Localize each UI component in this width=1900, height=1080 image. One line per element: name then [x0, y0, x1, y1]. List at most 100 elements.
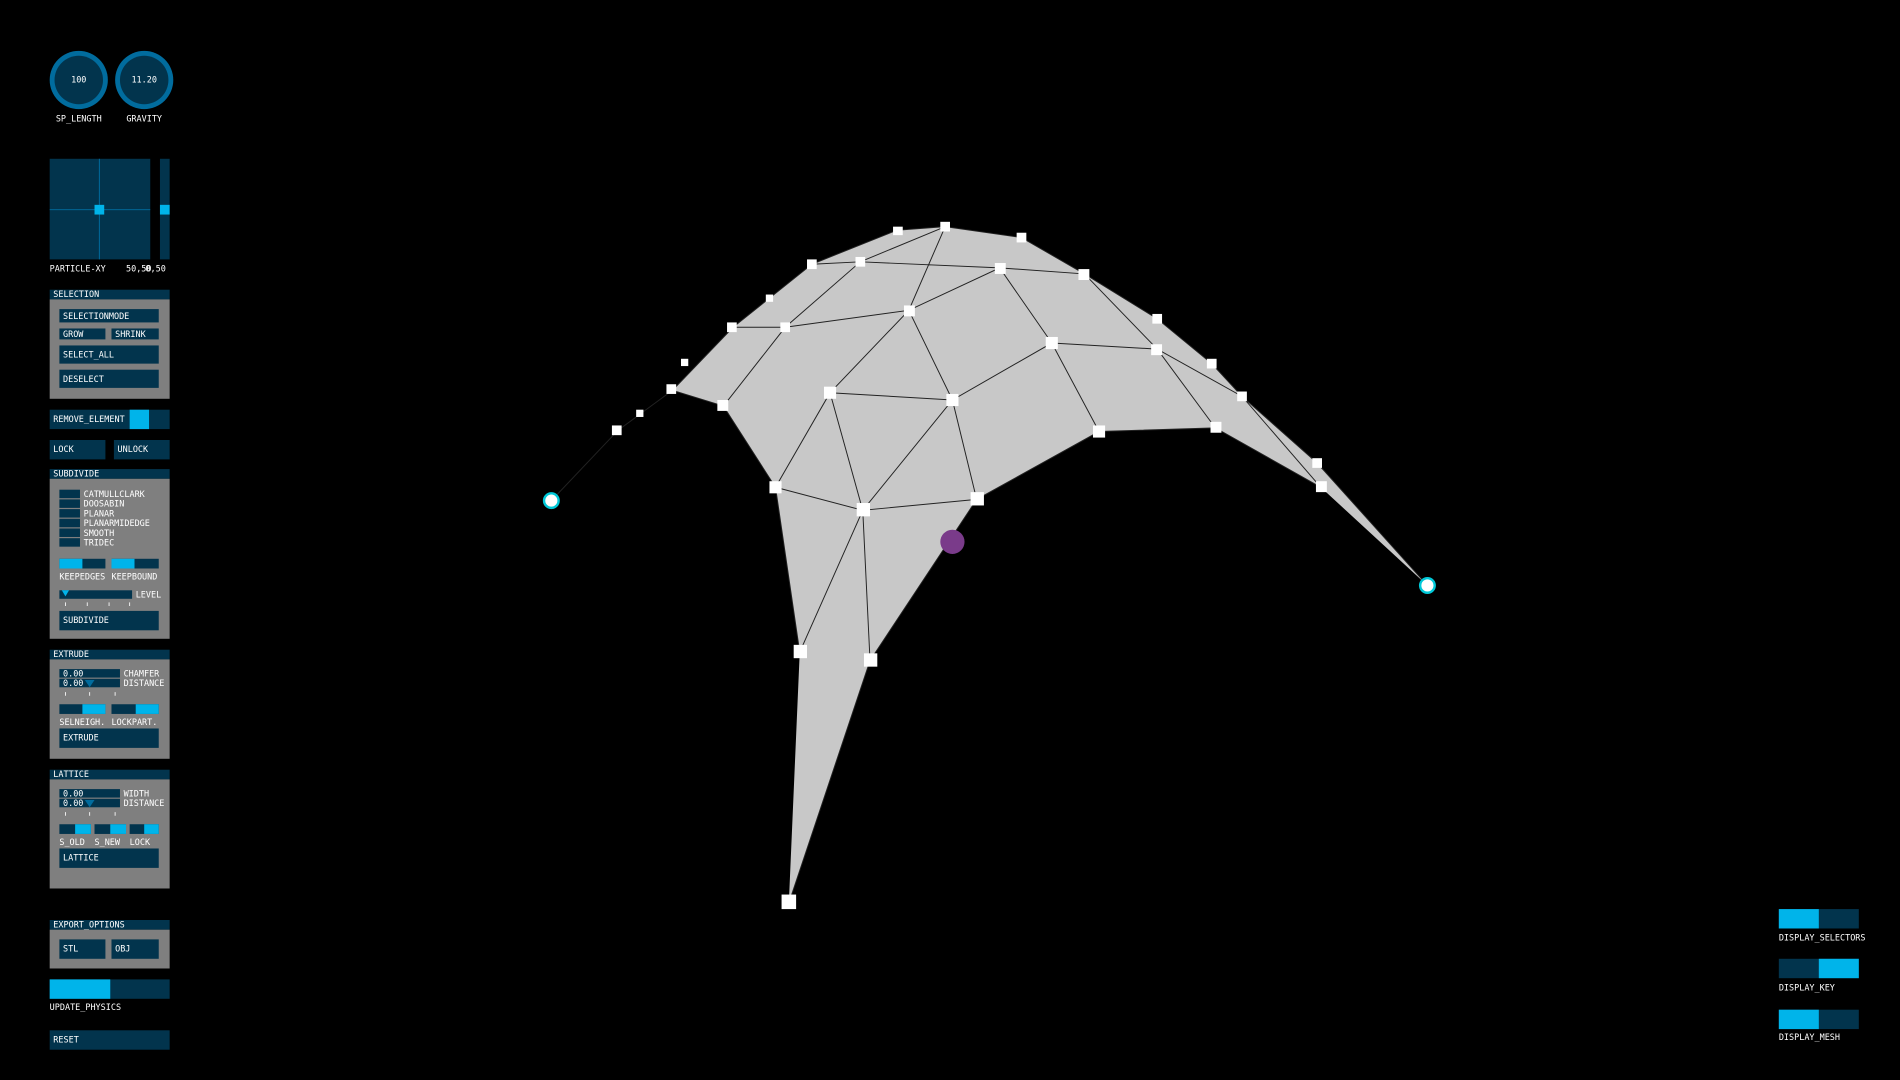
mesh-nodes-part — [994, 263, 1006, 274]
slider-2d[interactable] — [49, 158, 151, 260]
locked-node — [1418, 576, 1436, 594]
mesh-nodes-part — [1092, 425, 1106, 438]
mesh-nodes-part — [1151, 344, 1163, 356]
button-label: UNLOCK — [118, 444, 149, 454]
knob-part — [119, 55, 169, 105]
locked-node — [542, 492, 560, 510]
number-field[interactable] — [59, 789, 120, 798]
mesh-nodes-part — [1152, 313, 1163, 324]
button-label: SUBDIVIDE — [63, 615, 109, 625]
field-value: 0.00 — [63, 678, 83, 688]
toggle-indicator — [1778, 909, 1819, 929]
mesh-nodes-part — [727, 322, 737, 333]
button-label: SHRINK — [115, 329, 146, 339]
button-label: RESET — [53, 1034, 78, 1044]
knob-part — [54, 55, 103, 105]
toggle-indicator — [75, 824, 91, 834]
group-header[interactable] — [49, 469, 170, 479]
button[interactable] — [59, 369, 159, 388]
toggle-label: DISPLAY_SELECTORS — [1779, 933, 1866, 943]
field-value: 0.00 — [63, 668, 83, 678]
group-title: EXTRUDE — [53, 649, 89, 659]
button[interactable] — [49, 1030, 170, 1050]
button[interactable] — [113, 440, 170, 460]
radio-label: CATMULLCLARK — [84, 489, 146, 499]
toggle-label: SELNEIGH. — [59, 717, 105, 727]
button[interactable] — [59, 848, 159, 868]
slider-ticks — [65, 602, 131, 607]
mesh-nodes-part — [823, 386, 837, 399]
button-label: LATTICE — [63, 853, 99, 863]
group-header[interactable] — [49, 649, 170, 660]
mesh-nodes-part — [781, 894, 797, 910]
field-label: WIDTH — [124, 788, 149, 798]
knob-value: 100 — [71, 74, 86, 84]
button-label: DESELECT — [63, 374, 104, 384]
radio[interactable] — [59, 499, 80, 508]
radio-label: SMOOTH — [84, 528, 115, 538]
button[interactable] — [111, 939, 159, 959]
radio[interactable] — [59, 509, 80, 518]
mesh-nodes-part — [1016, 232, 1027, 243]
button[interactable] — [49, 440, 106, 460]
toggle-indicator — [82, 704, 106, 714]
knob[interactable]: 11.20 GRAVITY — [115, 50, 174, 123]
button[interactable] — [59, 345, 159, 364]
mesh-nodes-part — [970, 492, 984, 506]
group-title: EXPORT_OPTIONS — [53, 919, 124, 929]
slider-ticks — [65, 692, 116, 696]
button[interactable] — [59, 328, 106, 340]
radio-label: PLANAR — [84, 508, 115, 518]
mesh-nodes-part — [769, 481, 782, 494]
slider-value: 50,50 — [126, 264, 151, 274]
group-header[interactable] — [49, 920, 170, 930]
selector-sphere — [940, 529, 965, 554]
slider-handle — [61, 590, 70, 597]
slider-handle — [84, 680, 95, 688]
button[interactable] — [59, 939, 106, 959]
button[interactable] — [59, 309, 159, 323]
button-label: SELECT_ALL — [63, 350, 114, 360]
toggle-indicator — [111, 558, 135, 569]
mesh-nodes-part — [946, 393, 959, 407]
toggle[interactable] — [111, 704, 159, 714]
mesh-nodes-part — [765, 294, 774, 302]
group-header[interactable] — [49, 769, 170, 780]
mesh-nodes-part — [1312, 458, 1323, 468]
mesh-nodes-part — [856, 503, 871, 517]
button[interactable] — [111, 328, 159, 340]
group-header[interactable] — [49, 289, 170, 300]
button-label: EXTRUDE — [63, 733, 99, 743]
toggle-label: KEEPBOUND — [111, 571, 157, 581]
toggle[interactable] — [59, 558, 106, 569]
mesh-viewport — [542, 221, 1436, 910]
mesh-nodes-part — [893, 226, 903, 236]
button[interactable] — [59, 728, 159, 748]
radio[interactable] — [59, 528, 80, 537]
radio-label: TRIDEC — [84, 538, 115, 548]
toggle[interactable] — [111, 558, 159, 569]
radio[interactable] — [59, 489, 80, 499]
toggle-label: UPDATE_PHYSICS — [50, 1002, 121, 1012]
radio[interactable] — [59, 518, 80, 528]
radio[interactable] — [59, 538, 80, 547]
mesh-nodes-part — [793, 644, 808, 659]
button-label: SELECTIONMODE — [63, 311, 129, 321]
field-label: CHAMFER — [124, 668, 161, 678]
vertical-slider[interactable] — [159, 158, 170, 260]
knob-value: 11.20 — [131, 74, 156, 84]
slider[interactable] — [59, 590, 133, 599]
toggle-indicator — [1778, 1009, 1819, 1030]
toggle[interactable] — [59, 824, 91, 834]
toggle-indicator — [129, 409, 150, 430]
mesh-nodes-part — [903, 305, 915, 317]
number-field[interactable] — [59, 669, 120, 678]
toggle-label: LOCKPART. — [111, 717, 157, 727]
button[interactable] — [59, 610, 159, 631]
mesh-nodes-part — [680, 358, 689, 367]
mesh-nodes-part — [666, 384, 677, 394]
toggle-indicator — [59, 558, 83, 569]
knob[interactable]: 100 SP_LENGTH — [49, 50, 108, 123]
toggle-label: S_OLD — [59, 837, 84, 847]
